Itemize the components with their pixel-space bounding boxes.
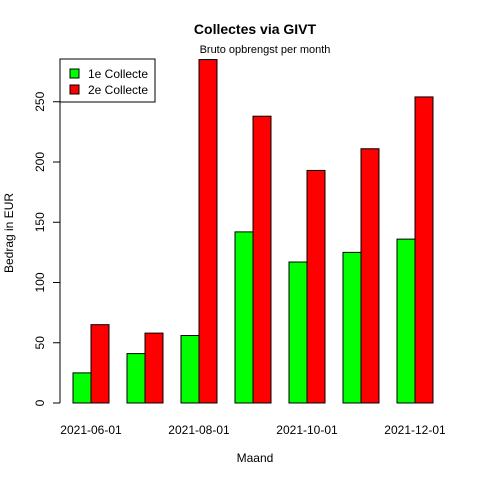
x-tick-label: 2021-10-01	[276, 423, 338, 437]
legend-label: 1e Collecte	[88, 67, 148, 81]
y-axis-label: Bedrag in EUR	[2, 193, 16, 273]
x-axis: 2021-06-01 2021-08-01 2021-10-01 2021-12-01	[60, 423, 446, 437]
x-tick-label: 2021-12-01	[384, 423, 446, 437]
bar-series2	[199, 60, 217, 403]
bar-series1	[181, 336, 199, 403]
legend-swatch	[70, 85, 79, 94]
legend-label: 2e Collecte	[88, 83, 148, 97]
bar-series2	[361, 149, 379, 403]
chart-title: Collectes via GIVT	[194, 21, 317, 37]
y-axis: 0 50 100 150 200 250	[33, 91, 60, 406]
bar-series1	[397, 239, 415, 403]
bar-series1	[73, 373, 91, 403]
legend-swatch	[70, 69, 79, 78]
y-tick-label: 50	[33, 336, 47, 350]
y-tick-label: 100	[33, 272, 47, 292]
y-tick-label: 0	[33, 399, 47, 406]
bars	[73, 60, 433, 403]
chart-subtitle: Bruto opbrengst per month	[200, 44, 331, 56]
x-axis-label: Maand	[237, 451, 274, 465]
y-tick-label: 200	[33, 152, 47, 172]
bar-series1	[127, 354, 145, 403]
bar-series2	[253, 116, 271, 403]
legend: 1e Collecte 2e Collecte	[60, 59, 155, 102]
y-tick-label: 150	[33, 212, 47, 232]
bar-series2	[91, 325, 109, 403]
x-tick-label: 2021-08-01	[168, 423, 230, 437]
bar-series2	[307, 170, 325, 403]
bar-series2	[415, 97, 433, 403]
bar-series1	[235, 232, 253, 403]
bar-series1	[343, 252, 361, 403]
y-tick-label: 250	[33, 91, 47, 111]
bar-series2	[145, 333, 163, 403]
x-tick-label: 2021-06-01	[60, 423, 122, 437]
bar-series1	[289, 262, 307, 403]
